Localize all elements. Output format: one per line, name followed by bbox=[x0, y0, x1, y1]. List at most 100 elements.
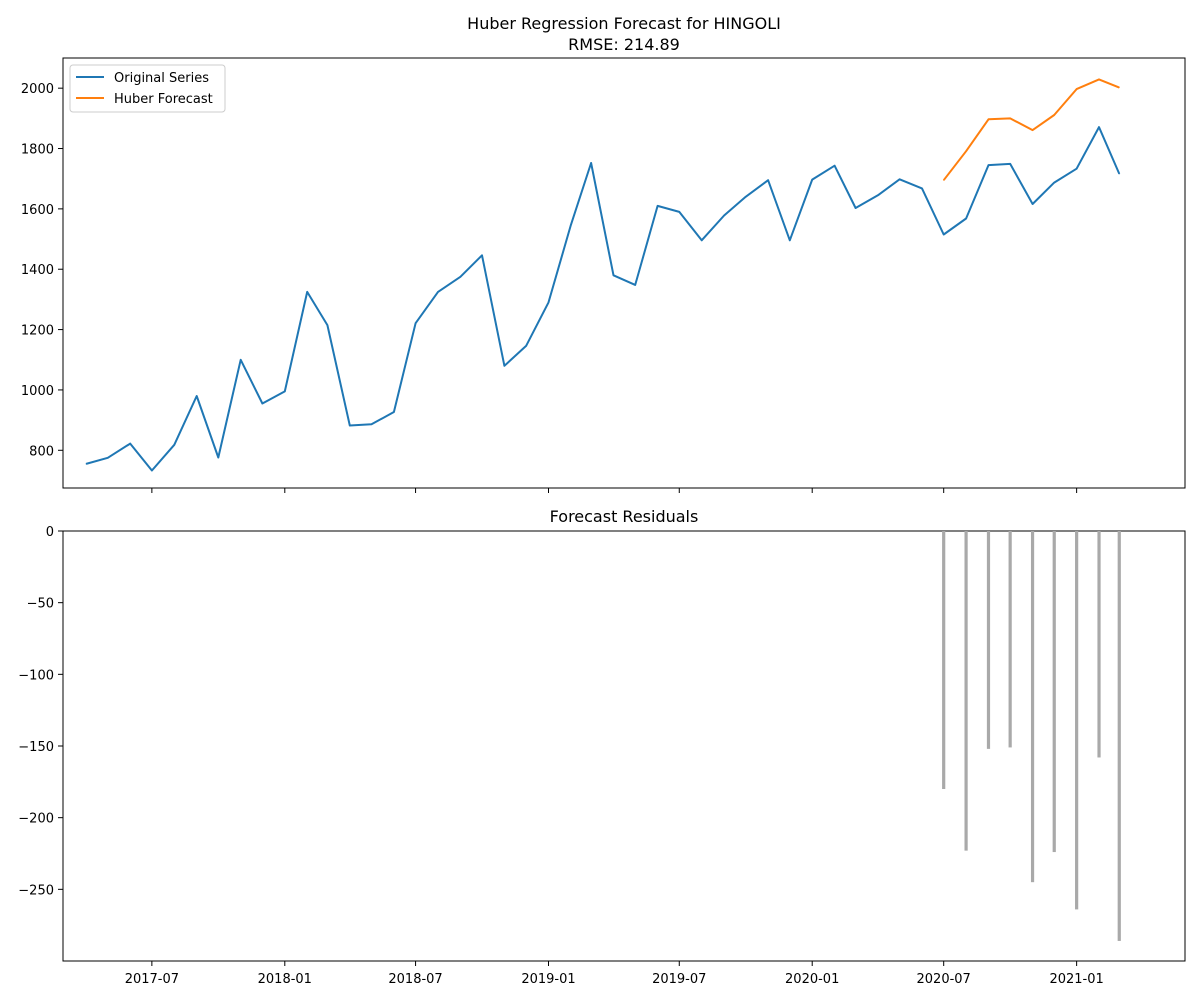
data-point-original bbox=[1076, 168, 1078, 170]
residual-bar bbox=[1008, 531, 1012, 748]
y-tick-label: −50 bbox=[27, 597, 54, 612]
data-point-forecast bbox=[965, 150, 967, 152]
data-point-original bbox=[634, 284, 636, 286]
data-point-original bbox=[570, 224, 572, 226]
data-point-original bbox=[129, 443, 131, 445]
data-point-original bbox=[613, 274, 615, 276]
data-point-original bbox=[855, 207, 857, 209]
bottom-y-axis: 0 −50 −100 −150 −200 −250 bbox=[18, 525, 63, 898]
data-point-original bbox=[921, 187, 923, 189]
data-point-original bbox=[548, 301, 550, 303]
residual-bar bbox=[1097, 531, 1101, 758]
residual-bar bbox=[986, 531, 991, 749]
bottom-x-axis: 2017-07 2018-01 2018-07 2019-01 2019-07 2020-… bbox=[125, 961, 1104, 987]
data-point-original bbox=[306, 291, 308, 293]
bottom-plot-area bbox=[942, 531, 1121, 941]
x-tick-label: 2017-07 bbox=[125, 972, 179, 987]
data-point-original bbox=[284, 390, 286, 392]
x-tick-label: 2018-01 bbox=[258, 972, 312, 987]
bottom-axes-frame bbox=[62, 530, 1186, 962]
top-y-axis: 800 1000 1200 1400 1600 1800 2000 bbox=[21, 82, 63, 459]
data-point-original bbox=[503, 365, 505, 367]
data-point-original bbox=[85, 463, 87, 465]
data-point-forecast bbox=[1009, 117, 1011, 119]
data-point-original bbox=[173, 444, 175, 446]
top-x-axis bbox=[151, 488, 1078, 493]
data-point-original bbox=[657, 205, 659, 207]
data-point-original bbox=[1032, 203, 1034, 205]
data-point-original bbox=[151, 469, 153, 471]
data-point-original bbox=[943, 234, 945, 236]
residual-bar bbox=[964, 531, 968, 851]
data-point-forecast bbox=[1098, 78, 1100, 80]
residuals-title: Forecast Residuals bbox=[550, 507, 699, 526]
data-point-forecast bbox=[1076, 88, 1078, 90]
y-tick-label: −200 bbox=[18, 812, 54, 827]
legend-label-forecast: Huber Forecast bbox=[114, 92, 213, 107]
chart-subtitle: RMSE: 214.89 bbox=[568, 35, 680, 54]
data-point-forecast bbox=[1118, 87, 1120, 89]
top-plot-area bbox=[85, 78, 1121, 472]
data-point-original bbox=[1053, 182, 1055, 184]
y-tick-label: 1000 bbox=[21, 384, 54, 399]
y-tick-label: 1200 bbox=[21, 324, 54, 339]
residual-bar bbox=[1075, 531, 1079, 910]
data-point-original bbox=[723, 215, 725, 217]
data-point-original bbox=[811, 179, 813, 181]
data-point-original bbox=[393, 411, 395, 413]
y-tick-label: 1800 bbox=[21, 143, 54, 158]
data-point-original bbox=[834, 165, 836, 167]
residual-bar bbox=[1117, 531, 1121, 941]
series-line-forecast bbox=[942, 78, 1120, 181]
data-point-original bbox=[217, 457, 219, 459]
y-tick-label: 800 bbox=[29, 444, 54, 459]
data-point-forecast bbox=[1032, 129, 1034, 131]
x-tick-label: 2019-07 bbox=[652, 972, 706, 987]
x-tick-label: 2018-07 bbox=[388, 972, 442, 987]
data-point-original bbox=[326, 324, 328, 326]
y-tick-label: 2000 bbox=[21, 82, 54, 97]
data-point-original bbox=[1098, 126, 1100, 128]
data-point-original bbox=[590, 162, 592, 164]
data-point-original bbox=[745, 196, 747, 198]
x-tick-label: 2019-01 bbox=[521, 972, 575, 987]
y-tick-label: 1600 bbox=[21, 203, 54, 218]
legend-label-original: Original Series bbox=[114, 71, 209, 86]
data-point-original bbox=[459, 276, 461, 278]
data-point-original bbox=[767, 179, 769, 181]
data-point-forecast bbox=[943, 179, 945, 181]
y-tick-label: −150 bbox=[18, 740, 54, 755]
residual-bar bbox=[1052, 531, 1056, 853]
data-point-original bbox=[196, 395, 198, 397]
top-axes-frame bbox=[62, 57, 1186, 489]
data-point-original bbox=[678, 211, 680, 213]
series-line-original bbox=[85, 126, 1121, 472]
legend-box bbox=[69, 64, 226, 113]
x-tick-label: 2020-01 bbox=[785, 972, 839, 987]
data-point-original bbox=[107, 457, 109, 459]
data-point-original bbox=[261, 403, 263, 405]
legend: Original Series Huber Forecast bbox=[69, 64, 226, 113]
y-tick-label: 0 bbox=[46, 525, 54, 540]
data-point-original bbox=[899, 178, 901, 180]
data-point-forecast bbox=[987, 118, 989, 120]
data-point-original bbox=[481, 254, 483, 256]
data-point-original bbox=[877, 194, 879, 196]
data-point-forecast bbox=[1053, 114, 1055, 116]
data-point-original bbox=[525, 345, 527, 347]
data-point-original bbox=[1118, 173, 1120, 175]
y-tick-label: −250 bbox=[18, 883, 54, 898]
residual-bar bbox=[942, 531, 946, 789]
x-tick-label: 2020-07 bbox=[917, 972, 971, 987]
data-point-original bbox=[789, 239, 791, 241]
data-point-original bbox=[240, 359, 242, 361]
x-tick-label: 2021-01 bbox=[1049, 972, 1103, 987]
data-point-original bbox=[987, 164, 989, 166]
data-point-original bbox=[370, 423, 372, 425]
residual-bar bbox=[1030, 531, 1035, 883]
data-point-original bbox=[701, 239, 703, 241]
chart-title: Huber Regression Forecast for HINGOLI bbox=[467, 14, 781, 33]
data-point-original bbox=[965, 218, 967, 220]
data-point-original bbox=[1009, 163, 1011, 165]
